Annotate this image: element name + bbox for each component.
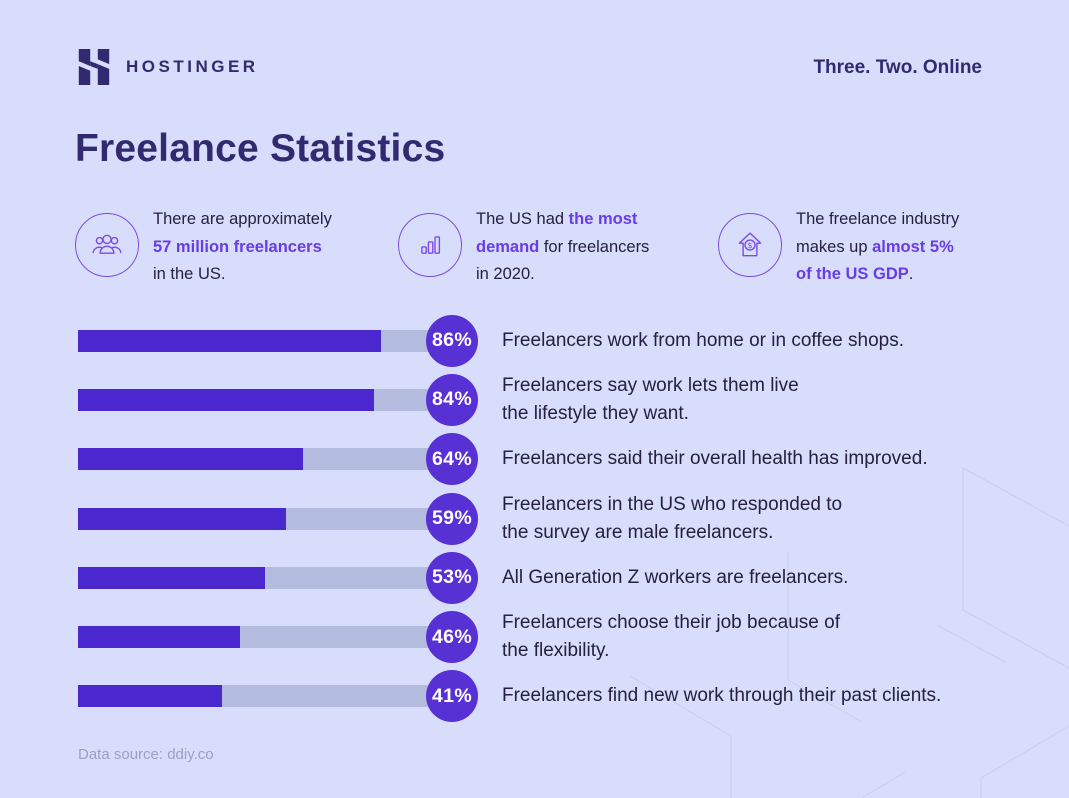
bar-fill	[78, 507, 286, 530]
bar: 59%	[78, 492, 478, 545]
bar-chart: 86% Freelancers work from home or in coff…	[0, 311, 1069, 726]
bar-description-line: the lifestyle they want.	[502, 402, 689, 424]
bar-description-line: the flexibility.	[502, 640, 610, 662]
bar-row: 84% Freelancers say work lets them live th…	[0, 370, 1069, 429]
stat-text: The US had the most demand for freelancer…	[476, 203, 649, 289]
brand-name: HOSTINGER	[126, 57, 259, 76]
bar-fill	[78, 566, 265, 589]
bar-description: Freelancers work from home or in coffee …	[502, 327, 904, 355]
percentage-badge: 59%	[426, 492, 478, 545]
percentage-badge: 46%	[426, 611, 478, 664]
stat-text: The freelance industry makes up almost 5%…	[796, 203, 959, 289]
bar-row: 64% Freelancers said their overall health…	[0, 430, 1069, 489]
stat-text-line: demand for freelancers	[476, 237, 650, 256]
stat-callout: The US had the most demand for freelancer…	[398, 203, 718, 289]
bar-fill	[78, 388, 374, 411]
stat-text-line: The freelance industry	[796, 210, 960, 228]
stat-callout: There are approximately 57 million freela…	[75, 203, 398, 289]
page-title: Freelance Statistics	[75, 127, 446, 170]
bar: 84%	[78, 373, 478, 426]
bar-row: 46% Freelancers choose their job because …	[0, 607, 1069, 666]
bar-row: 41% Freelancers find new work through the…	[0, 667, 1069, 726]
bar-row: 59% Freelancers in the US who responded t…	[0, 489, 1069, 548]
svg-text:$: $	[747, 240, 752, 250]
bar-description: Freelancers choose their job because of t…	[502, 609, 840, 665]
bar-row: 86% Freelancers work from home or in coff…	[0, 311, 1069, 370]
stat-text-line: in the US.	[153, 265, 226, 283]
stat-text-line: There are approximately	[153, 210, 332, 228]
bar-description-line: Freelancers in the US who responded to	[502, 493, 843, 515]
bar-row: 53% All Generation Z workers are freelanc…	[0, 548, 1069, 607]
brand-tagline: Three. Two. Online	[813, 57, 982, 78]
bar-description: Freelancers find new work through their …	[502, 682, 941, 710]
bar-fill	[78, 329, 381, 352]
bar: 46%	[78, 611, 478, 664]
bar-fill	[78, 448, 304, 471]
hostinger-logo: HOSTINGER	[75, 48, 259, 86]
bar-chart-icon	[398, 213, 462, 277]
bar: 41%	[78, 670, 478, 723]
percentage-badge: 41%	[426, 670, 478, 723]
stat-text-line: of the US GDP.	[796, 265, 914, 283]
percentage-badge: 64%	[426, 433, 478, 486]
stat-callouts: There are approximately 57 million freela…	[75, 203, 1015, 289]
stat-text: There are approximately 57 million freela…	[153, 203, 332, 289]
dollar-house-icon: $	[718, 213, 782, 277]
percentage-badge: 53%	[426, 551, 478, 604]
stat-text-line: The US had the most	[476, 210, 638, 228]
bar-fill	[78, 626, 240, 649]
bar-description-line: Freelancers find new work through their …	[502, 685, 942, 707]
bar: 53%	[78, 551, 478, 604]
bar-fill	[78, 685, 223, 708]
hostinger-logo-icon	[78, 48, 110, 86]
bar-description-line: the survey are male freelancers.	[502, 521, 774, 543]
stat-text-line: makes up almost 5%	[796, 237, 954, 256]
bar-description: Freelancers said their overall health ha…	[502, 445, 928, 473]
bar-description: All Generation Z workers are freelancers…	[502, 564, 848, 592]
bar-description-line: Freelancers say work lets them live	[502, 374, 799, 396]
bar-description: Freelancers in the US who responded to th…	[502, 491, 842, 547]
stat-text-line: in 2020.	[476, 265, 535, 283]
bar-description-line: Freelancers said their overall health ha…	[502, 448, 928, 470]
people-group-icon	[75, 213, 139, 277]
bar-description-line: All Generation Z workers are freelancers…	[502, 566, 849, 588]
bar-description-line: Freelancers work from home or in coffee …	[502, 329, 904, 351]
stat-callout: $ The freelance industry makes up almost …	[718, 203, 1008, 289]
percentage-badge: 86%	[426, 314, 478, 367]
percentage-badge: 84%	[426, 373, 478, 426]
bar: 64%	[78, 433, 478, 486]
data-source: Data source: ddiy.co	[78, 746, 214, 763]
bar: 86%	[78, 314, 478, 367]
stat-text-line: 57 million freelancers	[153, 237, 322, 256]
bar-description-line: Freelancers choose their job because of	[502, 612, 840, 634]
bar-description: Freelancers say work lets them live the l…	[502, 372, 799, 428]
